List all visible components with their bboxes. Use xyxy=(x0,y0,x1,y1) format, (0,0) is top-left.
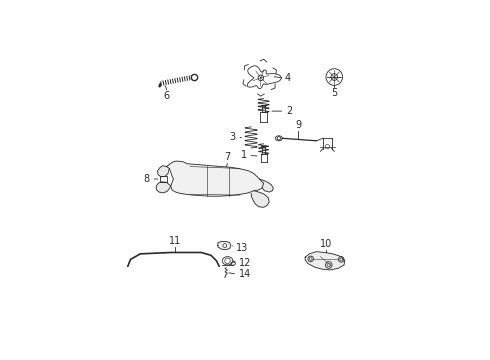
Text: 8: 8 xyxy=(144,174,150,184)
Text: 1: 1 xyxy=(241,150,247,161)
Polygon shape xyxy=(218,242,231,250)
Text: 3: 3 xyxy=(230,132,236,143)
Text: 10: 10 xyxy=(320,239,332,249)
Polygon shape xyxy=(156,182,171,193)
Text: 4: 4 xyxy=(284,73,291,83)
Text: 6: 6 xyxy=(164,91,170,101)
Text: 12: 12 xyxy=(239,258,251,268)
Text: 7: 7 xyxy=(224,152,231,162)
Polygon shape xyxy=(259,179,273,192)
Polygon shape xyxy=(251,191,269,207)
Text: 5: 5 xyxy=(331,88,338,98)
Text: 9: 9 xyxy=(295,120,301,130)
Text: 14: 14 xyxy=(239,269,251,279)
Text: 13: 13 xyxy=(236,243,248,253)
Polygon shape xyxy=(305,252,345,270)
Text: 2: 2 xyxy=(286,106,292,116)
Polygon shape xyxy=(167,161,264,196)
Text: 11: 11 xyxy=(169,236,181,246)
Polygon shape xyxy=(157,166,170,177)
